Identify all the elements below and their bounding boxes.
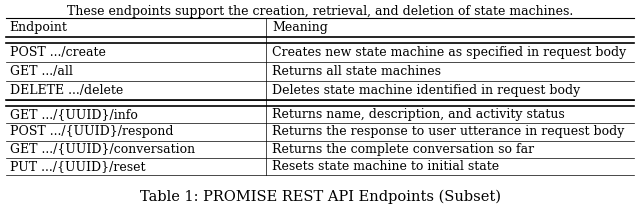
Text: PUT .../{UUID}/reset: PUT .../{UUID}/reset — [10, 160, 145, 173]
Text: Endpoint: Endpoint — [10, 21, 67, 34]
Text: POST .../{UUID}/respond: POST .../{UUID}/respond — [10, 125, 173, 138]
Text: Deletes state machine identified in request body: Deletes state machine identified in requ… — [272, 84, 580, 97]
Text: POST .../create: POST .../create — [10, 46, 106, 59]
Text: These endpoints support the creation, retrieval, and deletion of state machines.: These endpoints support the creation, re… — [67, 5, 573, 18]
Text: Returns name, description, and activity status: Returns name, description, and activity … — [272, 108, 564, 121]
Text: Creates new state machine as specified in request body: Creates new state machine as specified i… — [272, 46, 627, 59]
Text: GET .../{UUID}/conversation: GET .../{UUID}/conversation — [10, 143, 195, 156]
Text: Table 1: PROMISE REST API Endpoints (Subset): Table 1: PROMISE REST API Endpoints (Sub… — [140, 190, 500, 204]
Text: Returns the complete conversation so far: Returns the complete conversation so far — [272, 143, 534, 156]
Text: Returns the response to user utterance in request body: Returns the response to user utterance i… — [272, 125, 625, 138]
Text: Returns all state machines: Returns all state machines — [272, 65, 441, 78]
Text: GET .../all: GET .../all — [10, 65, 72, 78]
Text: DELETE .../delete: DELETE .../delete — [10, 84, 123, 97]
Text: Meaning: Meaning — [272, 21, 328, 34]
Text: GET .../{UUID}/info: GET .../{UUID}/info — [10, 108, 138, 121]
Text: Resets state machine to initial state: Resets state machine to initial state — [272, 160, 499, 173]
